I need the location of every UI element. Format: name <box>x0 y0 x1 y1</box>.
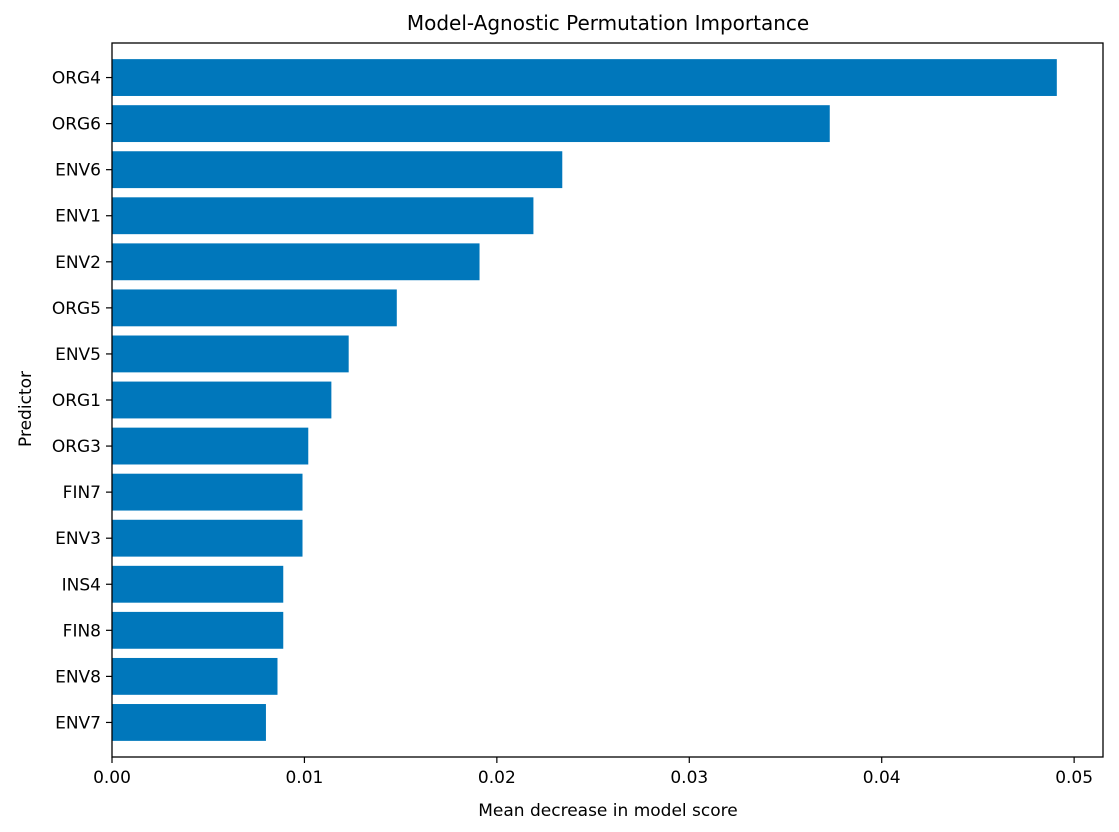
bar-env2 <box>112 243 480 281</box>
bars-layer <box>112 59 1057 741</box>
y-tick-label: ENV3 <box>55 529 101 549</box>
y-tick-label: INS4 <box>62 575 101 595</box>
x-tick-label: 0.01 <box>285 768 323 788</box>
x-tick-label: 0.02 <box>478 768 516 788</box>
x-axis: 0.00 0.01 0.02 0.03 0.04 0.05 <box>93 757 1093 788</box>
y-tick-label: ENV1 <box>55 207 101 227</box>
y-tick-label: ENV8 <box>55 667 101 687</box>
x-tick-label: 0.05 <box>1055 768 1093 788</box>
x-tick-label: 0.04 <box>863 768 901 788</box>
bar-env8 <box>112 657 278 695</box>
chart-title: Model-Agnostic Permutation Importance <box>407 11 809 35</box>
x-tick-label: 0.00 <box>93 768 131 788</box>
bar-org3 <box>112 427 309 465</box>
bar-org1 <box>112 381 332 419</box>
bar-org6 <box>112 105 830 143</box>
bar-env3 <box>112 519 303 557</box>
y-tick-label: ENV2 <box>55 253 101 273</box>
y-tick-label: ORG3 <box>52 437 101 457</box>
y-tick-label: ENV6 <box>55 161 101 181</box>
y-tick-label: FIN8 <box>63 621 101 641</box>
bar-fin7 <box>112 473 303 511</box>
y-tick-label: ORG4 <box>52 69 101 89</box>
x-tick-label: 0.03 <box>670 768 708 788</box>
bar-org5 <box>112 289 397 327</box>
x-axis-title: Mean decrease in model score <box>478 801 737 821</box>
bar-env6 <box>112 151 563 189</box>
bar-ins4 <box>112 565 284 603</box>
y-tick-label: FIN7 <box>63 483 101 503</box>
bar-org4 <box>112 59 1057 96</box>
y-tick-label: ORG5 <box>52 299 101 319</box>
y-tick-label: ORG1 <box>52 391 101 411</box>
y-axis: ORG4 ORG6 ENV6 ENV1 ENV2 ORG5 ENV5 ORG1 ORG3 FIN7… <box>52 69 112 733</box>
bar-env1 <box>112 197 534 235</box>
y-tick-label: ORG6 <box>52 115 101 135</box>
y-tick-label: ENV5 <box>55 345 101 365</box>
bar-env5 <box>112 335 349 373</box>
bar-env7 <box>112 704 266 741</box>
y-tick-label: ENV7 <box>55 713 101 733</box>
bar-fin8 <box>112 611 284 649</box>
y-axis-title: Predictor <box>16 371 36 447</box>
